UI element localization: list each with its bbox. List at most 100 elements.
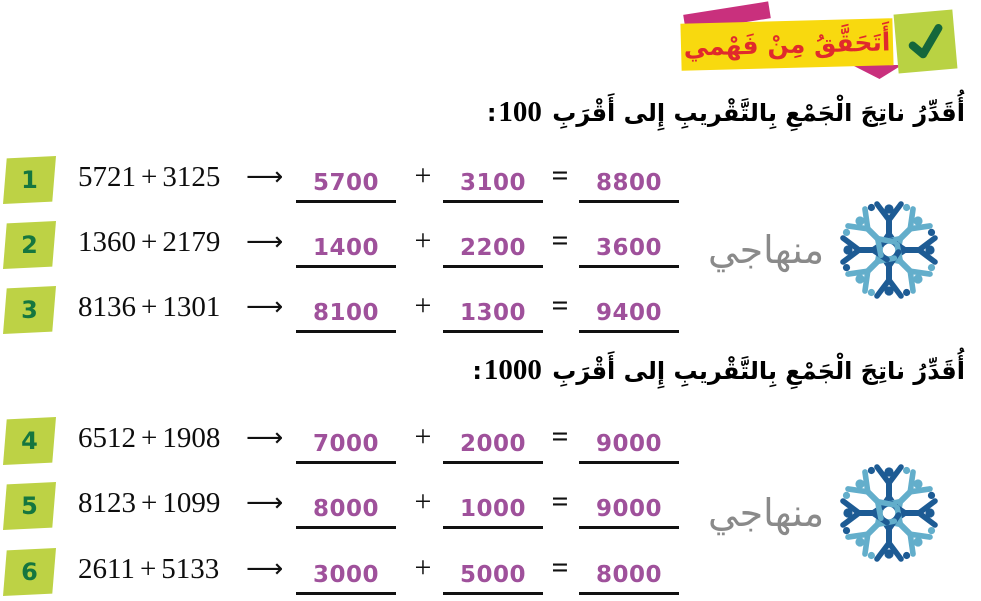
plus-sign: + (141, 226, 158, 258)
estimated-sum-value: 9400 (595, 300, 662, 326)
manhaji-wordmark: منهاجي (708, 228, 825, 272)
problem-number: 2 (21, 231, 38, 259)
manhaji-logo-icon (836, 198, 942, 302)
rounded-a-value: 3000 (312, 562, 379, 588)
plus-sign: + (141, 422, 158, 454)
section-heading-nearest-100: أُقَدِّرُ ناتِجَ الْجَمْعِ بِالتَّقْريبِ… (487, 96, 965, 129)
rounded-a-value: 8000 (312, 496, 379, 522)
rounded-b-value: 1300 (459, 300, 526, 326)
problem-row: 2 1360 +2179 ⟶ 1400 + 2200 = 3600 (0, 221, 981, 273)
rounded-a-blank: 1400 (296, 222, 396, 268)
addend-b: 1301 (162, 291, 221, 323)
section-heading-nearest-1000: أُقَدِّرُ ناتِجَ الْجَمْعِ بِالتَّقْريبِ… (472, 354, 965, 387)
estimated-sum-value: 9000 (595, 431, 662, 457)
arrow-icon: ⟶ (246, 227, 284, 257)
plus-sign: + (141, 161, 158, 193)
problem-number-badge: 4 (3, 417, 56, 465)
estimated-sum-value: 9000 (595, 496, 662, 522)
heading-colon: : (486, 99, 497, 127)
rounded-a-value: 7000 (312, 431, 379, 457)
equals-sign: = (551, 289, 569, 322)
problem-row: 5 8123 +1099 ⟶ 8000 + 1000 = 9000 (0, 482, 981, 534)
addend-b: 2179 (162, 226, 221, 258)
rounded-a-blank: 5700 (296, 157, 396, 203)
rounded-b-blank: 1000 (443, 483, 543, 529)
addition-expression: 1360 +2179 (78, 226, 253, 259)
problem-number: 5 (21, 492, 38, 520)
addend-a: 6512 (78, 422, 136, 454)
problem-row: 4 6512 +1908 ⟶ 7000 + 2000 = 9000 (0, 417, 981, 469)
plus-sign: + (414, 224, 432, 257)
rounded-b-value: 2200 (459, 235, 526, 261)
rounded-b-blank: 2000 (443, 418, 543, 464)
problem-number-badge: 5 (3, 482, 56, 530)
equals-sign: = (551, 485, 569, 518)
estimated-sum-blank: 9000 (579, 418, 679, 464)
estimated-sum-blank: 8800 (579, 157, 679, 203)
arrow-icon: ⟶ (246, 554, 284, 584)
addend-b: 1099 (162, 487, 221, 519)
check-understanding-badge: أَتَحَقَّقُ مِنْ فَهْمي (676, 1, 976, 82)
addition-expression: 8136 +1301 (78, 291, 253, 324)
badge-banner: أَتَحَقَّقُ مِنْ فَهْمي (680, 18, 894, 71)
check-square (893, 9, 958, 74)
plus-sign: + (414, 485, 432, 518)
rounded-b-value: 2000 (459, 431, 526, 457)
heading-text: أُقَدِّرُ ناتِجَ الْجَمْعِ بِالتَّقْريبِ… (552, 357, 965, 385)
equals-sign: = (551, 551, 569, 584)
addend-a: 1360 (78, 226, 136, 258)
problem-number: 4 (21, 427, 38, 455)
addend-b: 3125 (162, 161, 221, 193)
problem-number-badge: 6 (3, 548, 56, 596)
plus-sign: + (141, 487, 158, 519)
problem-row: 3 8136 +1301 ⟶ 8100 + 1300 = 9400 (0, 286, 981, 338)
estimated-sum-blank: 3600 (579, 222, 679, 268)
addition-expression: 2611 +5133 (78, 553, 253, 586)
problem-number: 6 (21, 558, 38, 586)
plus-sign: + (414, 420, 432, 453)
plus-sign: + (139, 553, 157, 585)
rounded-a-blank: 7000 (296, 418, 396, 464)
equals-sign: = (551, 224, 569, 257)
problem-row: 6 2611 +5133 ⟶ 3000 + 5000 = 8000 (0, 548, 981, 600)
problem-number: 3 (21, 296, 38, 324)
addend-a: 8123 (78, 487, 136, 519)
ribbon-accent-bottom (852, 65, 902, 79)
rounded-a-value: 5700 (312, 170, 379, 196)
arrow-icon: ⟶ (246, 488, 284, 518)
heading-number: 1000 (483, 354, 542, 386)
badge-title: أَتَحَقَّقُ مِنْ فَهْمي (683, 27, 891, 62)
rounded-b-value: 1000 (459, 496, 526, 522)
manhaji-watermark: منهاجي (708, 198, 942, 302)
addend-a: 8136 (78, 291, 136, 323)
rounded-b-value: 5000 (459, 562, 526, 588)
heading-number: 100 (498, 96, 542, 128)
equals-sign: = (551, 420, 569, 453)
problem-number-badge: 2 (3, 221, 56, 269)
addition-expression: 5721 +3125 (78, 161, 253, 194)
rounded-a-blank: 8100 (296, 287, 396, 333)
problem-number-badge: 1 (3, 156, 56, 204)
rounded-b-blank: 3100 (443, 157, 543, 203)
plus-sign: + (141, 291, 158, 323)
estimated-sum-value: 3600 (595, 235, 662, 261)
check-icon (908, 23, 942, 58)
addend-b: 5133 (161, 553, 220, 585)
manhaji-wordmark: منهاجي (708, 491, 825, 535)
rounded-a-blank: 8000 (296, 483, 396, 529)
heading-text: أُقَدِّرُ ناتِجَ الْجَمْعِ بِالتَّقْريبِ… (552, 99, 965, 127)
manhaji-logo-icon (836, 461, 942, 565)
addend-a: 2611 (78, 553, 135, 585)
rounded-a-blank: 3000 (296, 549, 396, 595)
addition-expression: 6512 +1908 (78, 422, 253, 455)
estimated-sum-blank: 8000 (579, 549, 679, 595)
addition-expression: 8123 +1099 (78, 487, 253, 520)
arrow-icon: ⟶ (246, 162, 284, 192)
problem-number-badge: 3 (3, 286, 56, 334)
estimated-sum-blank: 9000 (579, 483, 679, 529)
rounded-a-value: 8100 (312, 300, 379, 326)
arrow-icon: ⟶ (246, 292, 284, 322)
rounded-a-value: 1400 (312, 235, 379, 261)
equals-sign: = (551, 159, 569, 192)
estimated-sum-blank: 9400 (579, 287, 679, 333)
